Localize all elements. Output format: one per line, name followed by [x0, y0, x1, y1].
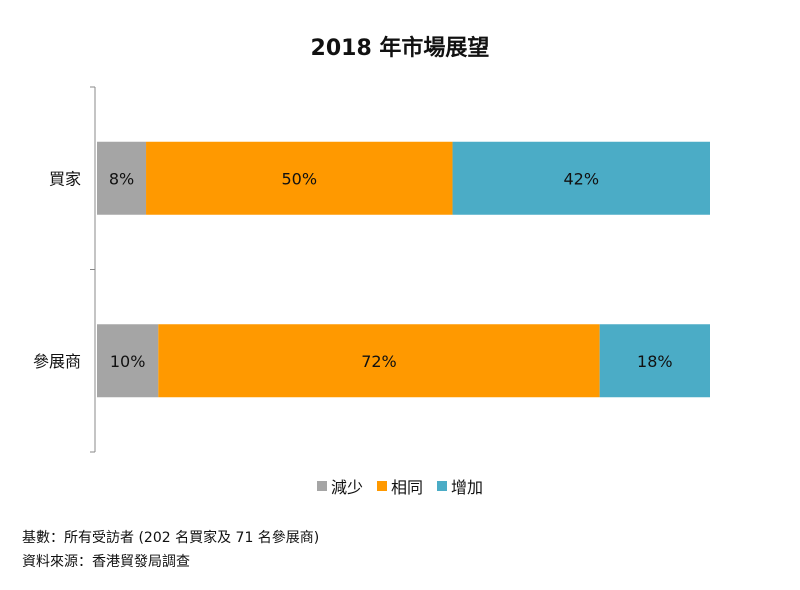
legend-label: 減少 [330, 478, 363, 497]
category-label: 參展商 [33, 352, 81, 371]
data-label: 18% [637, 352, 673, 371]
footnote-base: 基數：所有受訪者 (202 名買家及 71 名參展商) [22, 530, 320, 546]
bar-segment [146, 141, 453, 215]
legend-item: 減少 [316, 474, 363, 498]
bar-segment [452, 141, 710, 215]
bar-segment [599, 324, 710, 398]
data-label: 8% [109, 169, 134, 188]
bar-segment [97, 324, 159, 398]
bar-segment [97, 141, 147, 215]
legend-swatch [376, 481, 387, 491]
legend-item: 增加 [437, 474, 483, 498]
legend-swatch [316, 481, 327, 491]
legend-label: 相同 [390, 478, 423, 497]
chart-title: 2018 年市場展望 [310, 36, 490, 61]
data-label: 50% [282, 169, 318, 188]
footnote-source: 資料來源：香港貿發局調查 [22, 554, 190, 570]
legend-swatch [437, 481, 447, 491]
legend: 減少 相同 增加 [0, 474, 800, 498]
category-label: 買家 [49, 169, 81, 188]
legend-label: 增加 [451, 478, 484, 497]
bar-segment [158, 324, 600, 398]
data-label: 72% [361, 352, 397, 371]
legend-item: 相同 [376, 474, 423, 498]
data-label: 10% [110, 352, 146, 371]
data-label: 42% [563, 169, 599, 188]
stacked-bar-chart: 買家 8% 50% 42% 參展商 10% 72% 18% [33, 86, 710, 453]
